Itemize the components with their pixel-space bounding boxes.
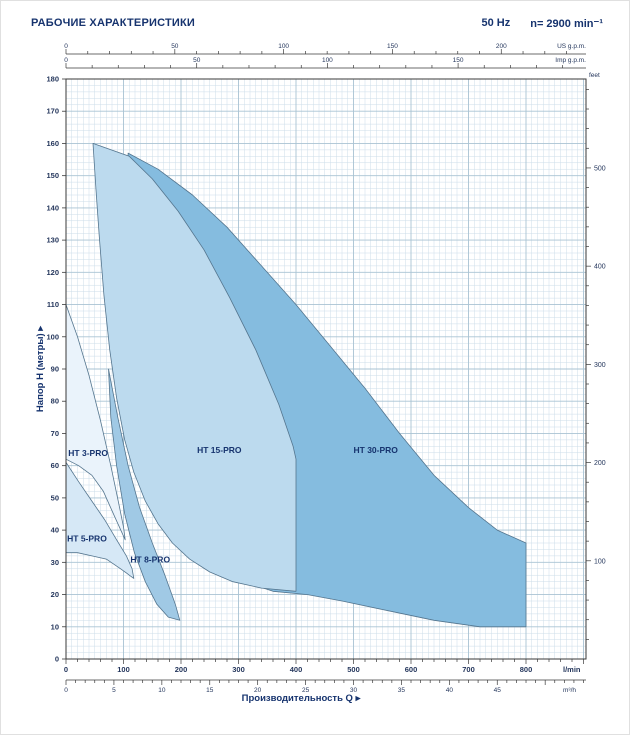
meters-tick-label: 110	[47, 300, 59, 309]
m3h-tick-label: 20	[254, 687, 262, 694]
meters-tick-label: 10	[51, 622, 59, 631]
imp-gpm-tick-label: 0	[64, 57, 68, 64]
m3h-tick-label: 25	[302, 687, 310, 694]
x-axis-title: Производительность Q ▸	[242, 693, 362, 704]
lmin-tick-label: 0	[64, 665, 68, 674]
feet-tick-label: 500	[594, 165, 606, 172]
feet-tick-label: 300	[594, 362, 606, 369]
imp-gpm-tick-label: 100	[322, 57, 333, 64]
region-label-ht-8-pro: HT 8-PRO	[130, 554, 170, 564]
m3h-tick-label: 10	[158, 687, 166, 694]
region-ht-5-pro	[65, 461, 135, 579]
m3h-tick-label: 5	[112, 687, 116, 694]
meters-tick-label: 90	[51, 365, 59, 374]
meters-tick-label: 60	[51, 461, 59, 470]
meters-tick-label: 150	[46, 171, 59, 180]
meters-tick-label: 160	[46, 139, 59, 148]
meters-tick-label: 20	[51, 590, 59, 599]
region-ht-8-pro	[108, 368, 181, 621]
m3h-tick-label: 45	[494, 687, 502, 694]
feet-tick-label: 400	[594, 264, 606, 271]
m3h-tick-label: 0	[64, 687, 68, 694]
region-label-ht-5-pro: HT 5-PRO	[67, 533, 107, 543]
lmin-tick-label: 500	[347, 665, 360, 674]
meters-tick-label: 40	[51, 526, 59, 535]
meters-tick-label: 70	[51, 429, 59, 438]
meters-tick-label: 100	[46, 332, 59, 341]
lmin-tick-label: 700	[462, 665, 475, 674]
us-gpm-tick-label: 150	[387, 43, 398, 50]
m3h-tick-label: 30	[350, 687, 358, 694]
meters-tick-label: 140	[46, 203, 59, 212]
region-label-ht-3-pro: HT 3-PRO	[68, 448, 108, 458]
region-label-ht-30-pro: HT 30-PRO	[354, 445, 399, 455]
region-label-ht-15-pro: HT 15-PRO	[197, 445, 242, 455]
speed-label: n= 2900 min⁻¹	[530, 18, 603, 30]
lmin-unit-label: l/min	[563, 665, 581, 674]
meters-tick-label: 130	[46, 236, 59, 245]
meters-tick-label: 50	[51, 493, 59, 502]
page-title: РАБОЧИЕ ХАРАКТЕРИСТИКИ	[31, 17, 196, 29]
header-specs: 50 Hz n= 2900 min⁻¹	[481, 17, 603, 30]
us-gpm-tick-label: 200	[496, 43, 507, 50]
imp-gpm-tick-label: 50	[193, 57, 201, 64]
us-gpm-tick-label: 50	[171, 43, 179, 50]
frequency-label: 50 Hz	[481, 17, 511, 29]
meters-tick-label: 170	[46, 107, 59, 116]
feet-tick-label: 100	[594, 558, 606, 565]
lmin-tick-label: 400	[290, 665, 303, 674]
meters-tick-label: 30	[51, 558, 59, 567]
lmin-tick-label: 600	[405, 665, 418, 674]
m3h-tick-label: 35	[398, 687, 406, 694]
y-axis-title: Напор H (метры) ▸	[35, 325, 46, 412]
lmin-tick-label: 800	[520, 665, 533, 674]
m3h-unit-label: m³/h	[563, 687, 576, 694]
imp-gpm-tick-label: 150	[453, 57, 464, 64]
feet-unit-label: feet	[589, 72, 600, 79]
region-ht-3-pro	[65, 304, 126, 541]
us-gpm-tick-label: 0	[64, 43, 68, 50]
region-ht-15-pro	[92, 142, 297, 592]
us-gpm-tick-label: 100	[278, 43, 289, 50]
chart-header: РАБОЧИЕ ХАРАКТЕРИСТИКИ 50 Hz n= 2900 min…	[31, 17, 603, 30]
lmin-tick-label: 200	[175, 665, 188, 674]
meters-tick-label: 180	[46, 75, 59, 84]
m3h-tick-label: 40	[446, 687, 454, 694]
meters-tick-label: 0	[55, 655, 59, 664]
lmin-tick-label: 100	[117, 665, 130, 674]
feet-tick-label: 200	[594, 460, 606, 467]
m3h-tick-label: 15	[206, 687, 214, 694]
meters-tick-label: 80	[51, 397, 59, 406]
imp-gpm-unit-label: Imp g.p.m.	[555, 57, 586, 64]
us-gpm-unit-label: US g.p.m.	[557, 43, 586, 50]
meters-tick-label: 120	[46, 268, 59, 277]
lmin-tick-label: 300	[232, 665, 245, 674]
